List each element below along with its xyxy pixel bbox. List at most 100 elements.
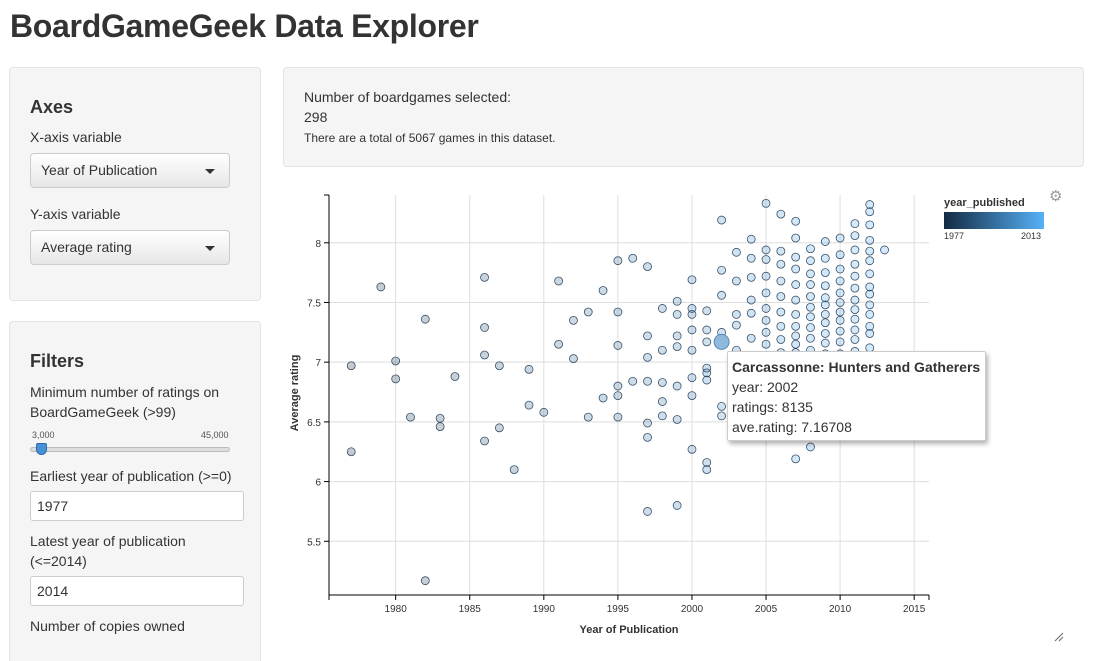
data-point (643, 418, 652, 428)
data-point (480, 436, 489, 446)
data-point (746, 253, 756, 263)
data-point (850, 305, 860, 315)
chevron-down-icon (205, 169, 215, 174)
x-axis-title: Year of Publication (579, 624, 678, 636)
x-axis-select[interactable]: Year of Publication (30, 153, 230, 188)
latest-year-input[interactable]: 2014 (30, 576, 244, 606)
data-point (376, 282, 386, 292)
data-point (806, 256, 815, 266)
data-point (657, 304, 667, 313)
data-point (509, 465, 519, 475)
data-point (687, 345, 697, 355)
data-point (820, 338, 830, 348)
latest-year-label: Latest year of publication (<=2014) (30, 533, 186, 569)
data-point (687, 325, 697, 335)
data-point (406, 412, 415, 422)
data-point (865, 329, 875, 338)
data-point (761, 288, 771, 298)
axes-panel: Axes X-axis variable Year of Publication… (9, 67, 261, 301)
data-point (494, 423, 504, 433)
slider-min-label: 3,000 (32, 430, 55, 440)
data-point (732, 247, 741, 257)
data-point (554, 276, 564, 286)
data-point (746, 272, 756, 282)
tooltip-year: year: 2002 (732, 379, 799, 395)
data-point (672, 501, 682, 510)
data-point (820, 237, 830, 246)
y-axis-select[interactable]: Average rating (30, 230, 230, 265)
data-point (657, 345, 667, 355)
data-point (865, 220, 875, 230)
total-games-text: There are a total of 5067 games in this … (304, 131, 556, 145)
data-point (598, 286, 608, 295)
data-point (791, 264, 801, 274)
data-point (643, 507, 652, 516)
data-point (643, 331, 652, 341)
data-point (702, 368, 712, 378)
data-point (850, 295, 860, 305)
data-point (702, 375, 712, 385)
data-point (850, 271, 860, 281)
data-point (776, 307, 786, 317)
data-point (806, 302, 815, 312)
data-point (746, 333, 756, 343)
earliest-year-label: Earliest year of publication (>=0) (30, 468, 232, 484)
data-point (613, 307, 623, 317)
data-point (850, 335, 860, 344)
count-label: Number of boardgames selected: (304, 89, 511, 105)
data-point (806, 442, 815, 452)
min-ratings-slider-track[interactable] (30, 447, 230, 452)
chevron-down-icon (205, 246, 215, 251)
x-tick-label: 1995 (607, 604, 630, 615)
gear-icon[interactable]: ⚙ (1049, 188, 1063, 205)
legend-max-label: 2013 (1021, 231, 1042, 241)
data-point (761, 339, 771, 349)
data-point (717, 265, 726, 275)
x-axis-label: X-axis variable (30, 129, 122, 145)
data-point (480, 272, 489, 282)
data-point (569, 354, 578, 363)
data-point (702, 306, 712, 316)
data-point (806, 333, 815, 343)
data-point (806, 269, 815, 279)
tooltip-title: Carcassonne: Hunters and Gatherers (732, 359, 981, 375)
min-ratings-slider-handle[interactable] (36, 443, 47, 455)
data-point (865, 207, 875, 217)
tooltip-rating: ave.rating: 7.16708 (732, 419, 852, 435)
data-point (835, 250, 845, 260)
data-point (746, 234, 756, 244)
data-point (806, 292, 815, 301)
data-point (791, 216, 801, 226)
data-point (583, 307, 593, 317)
data-point (702, 465, 712, 475)
data-point (702, 325, 712, 335)
data-point (687, 275, 697, 285)
x-tick-label: 2015 (903, 604, 926, 615)
data-point (865, 321, 875, 331)
data-point (672, 296, 682, 306)
data-point (717, 290, 726, 300)
data-point (850, 219, 860, 229)
data-point (672, 310, 682, 319)
data-point (746, 295, 756, 305)
data-point (672, 331, 682, 341)
data-point (776, 259, 786, 269)
data-point (732, 320, 741, 330)
y-tick-label: 5.5 (307, 537, 321, 548)
count-value: 298 (304, 109, 328, 125)
data-point (628, 376, 638, 386)
data-point (613, 391, 623, 400)
earliest-year-input[interactable]: 1977 (30, 491, 244, 521)
data-point (850, 231, 860, 240)
data-point (850, 283, 860, 293)
data-point (791, 331, 801, 341)
tooltip: Carcassonne: Hunters and Gatherers year:… (727, 351, 986, 441)
data-point (865, 269, 875, 279)
data-point (865, 235, 875, 245)
filters-panel: Filters Minimum number of ratings on Boa… (9, 321, 261, 661)
resize-handle-icon[interactable] (1054, 632, 1064, 642)
tooltip-ratings: ratings: 8135 (732, 399, 813, 415)
data-point (835, 337, 845, 347)
data-point (613, 412, 623, 422)
page-title: BoardGameGeek Data Explorer (10, 8, 479, 44)
